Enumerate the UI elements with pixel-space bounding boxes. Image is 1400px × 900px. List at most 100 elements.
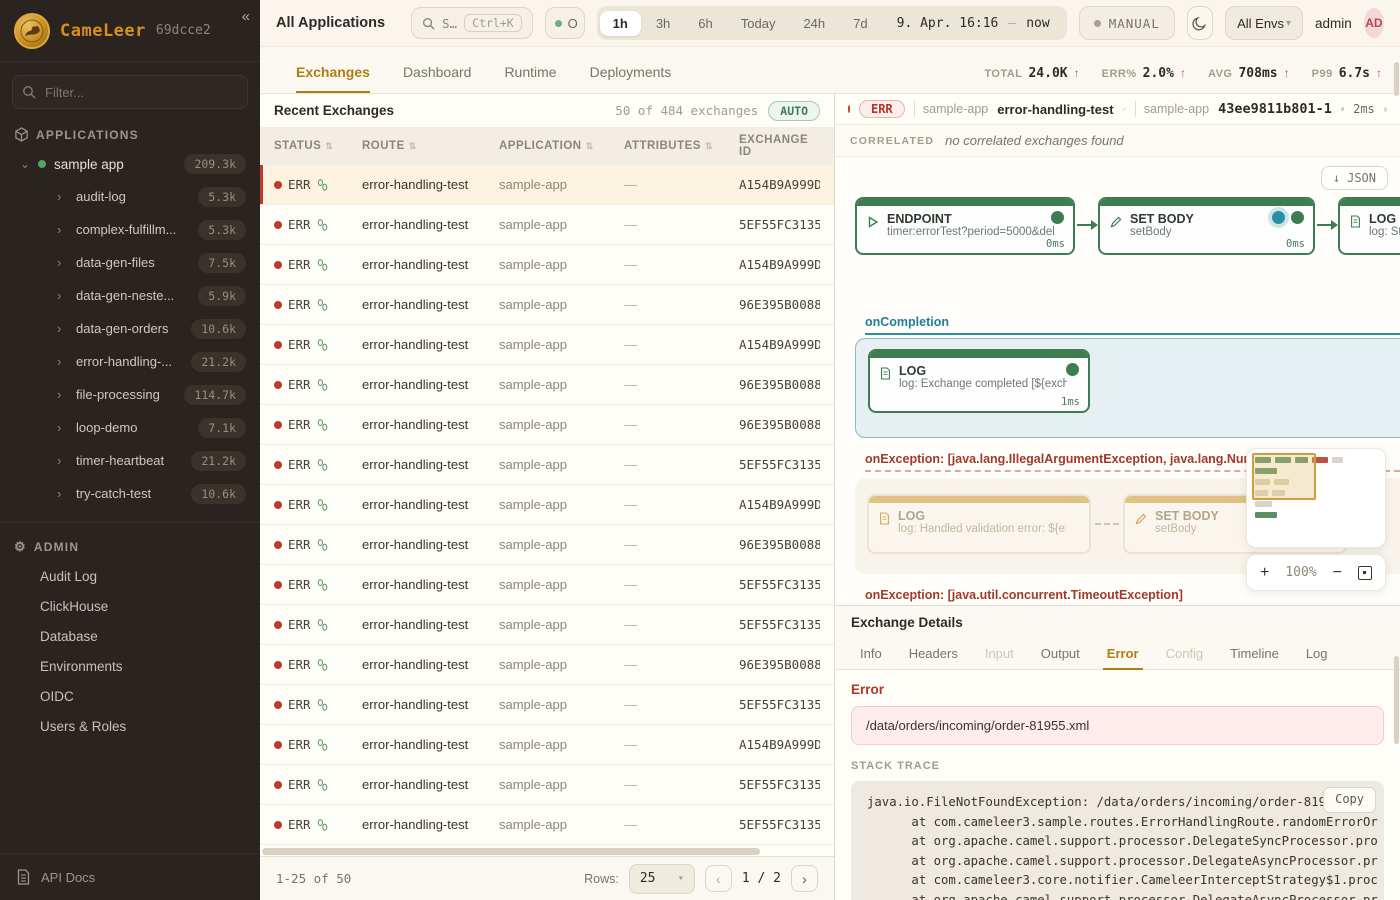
table-row[interactable]: ERR error-handling-test sample-app — A15… xyxy=(260,725,834,765)
admin-nav-item[interactable]: ClickHouse xyxy=(40,598,109,614)
manual-refresh-button[interactable]: MANUAL xyxy=(1078,6,1175,40)
sidebar-route-item[interactable]: › audit-log 5.3k xyxy=(0,180,260,213)
chevron-right-icon[interactable]: › xyxy=(57,387,62,402)
sort-icon[interactable]: ⇅ xyxy=(325,140,334,151)
sidebar-route-item[interactable]: › try-catch-test 10.6k xyxy=(0,477,260,510)
table-row[interactable]: ERR error-handling-test sample-app — 96E… xyxy=(260,525,834,565)
sidebar-route-item[interactable]: › file-processing 114.7k xyxy=(0,378,260,411)
time-range-button[interactable]: 24h xyxy=(803,15,826,31)
table-row[interactable]: ERR error-handling-test sample-app — 5EF… xyxy=(260,445,834,485)
detail-tab[interactable]: Error xyxy=(1102,637,1143,670)
detail-tab[interactable]: Log xyxy=(1305,645,1328,661)
detail-tab[interactable]: Timeline xyxy=(1230,645,1279,661)
sidebar-app-sample-app[interactable]: ⌄ sample app 209.3k xyxy=(0,148,260,180)
chevron-right-icon[interactable]: › xyxy=(57,255,62,270)
sidebar-route-item[interactable]: › loop-demo 7.1k xyxy=(0,411,260,444)
detail-tab[interactable]: Headers xyxy=(908,645,958,661)
main-tab[interactable]: Runtime xyxy=(504,64,557,80)
column-status[interactable]: STATUS ⇅ xyxy=(274,140,334,152)
exception-log-node[interactable]: LOG log: Handled validation error: ${exc… xyxy=(867,494,1091,554)
auto-refresh-badge[interactable]: AUTO xyxy=(768,100,820,121)
table-row[interactable]: ERR error-handling-test sample-app — 96E… xyxy=(260,645,834,685)
admin-nav-item[interactable]: OIDC xyxy=(40,688,74,704)
avatar[interactable]: AD xyxy=(1363,8,1384,38)
completion-log-node[interactable]: LOG log: Exchange completed [${exchan 1m… xyxy=(868,349,1090,413)
sidebar-route-item[interactable]: › data-gen-orders 10.6k xyxy=(0,312,260,345)
table-row[interactable]: ERR error-handling-test sample-app — 96E… xyxy=(260,365,834,405)
chevron-right-icon[interactable]: › xyxy=(57,354,62,369)
chevron-right-icon[interactable]: › xyxy=(57,189,62,204)
next-page-button[interactable]: › xyxy=(791,865,818,892)
admin-nav-item[interactable]: Users & Roles xyxy=(40,718,127,734)
time-range-button[interactable]: 3h xyxy=(655,15,671,31)
copy-icon[interactable] xyxy=(1340,102,1345,116)
table-row[interactable]: ERR error-handling-test sample-app — 5EF… xyxy=(260,685,834,725)
zoom-out-button[interactable]: − xyxy=(1332,563,1342,581)
time-range-button[interactable]: 1h xyxy=(599,10,641,36)
chevron-right-icon[interactable]: › xyxy=(57,420,62,435)
sort-icon[interactable]: ⇅ xyxy=(408,140,417,151)
endpoint-node[interactable]: ENDPOINT timer:errorTest?period=5000&del… xyxy=(855,197,1075,255)
chevron-right-icon[interactable]: › xyxy=(57,486,62,501)
detail-tab[interactable]: Info xyxy=(860,645,882,661)
detail-tab[interactable]: Config xyxy=(1165,645,1204,661)
chevron-right-icon[interactable]: › xyxy=(57,288,62,303)
time-range-button[interactable]: 7d xyxy=(853,15,868,31)
column-attributes[interactable]: ATTRIBUTES ⇅ xyxy=(624,140,714,152)
column-application[interactable]: APPLICATION ⇅ xyxy=(499,140,594,152)
set-body-node[interactable]: SET BODY setBody 0ms xyxy=(1098,197,1315,255)
sort-icon[interactable]: ⇅ xyxy=(585,140,594,151)
log-node[interactable]: LOG log: Sta xyxy=(1338,197,1400,255)
route-link-icon[interactable] xyxy=(1122,103,1126,115)
prev-page-button[interactable]: ‹ xyxy=(704,865,732,892)
detail-tab[interactable]: Output xyxy=(1040,645,1080,661)
table-row[interactable]: ERR error-handling-test sample-app — A15… xyxy=(260,245,834,285)
sidebar-route-item[interactable]: › data-gen-neste... 5.9k xyxy=(0,279,260,312)
main-tab[interactable]: Dashboard xyxy=(402,64,472,80)
table-row[interactable]: ERR error-handling-test sample-app — 5EF… xyxy=(260,565,834,605)
filter-input[interactable] xyxy=(12,75,248,109)
table-row[interactable]: ERR error-handling-test sample-app — 5EF… xyxy=(260,805,834,845)
chevron-right-icon[interactable]: › xyxy=(57,453,62,468)
admin-nav-item[interactable]: Audit Log xyxy=(40,568,98,584)
table-row[interactable]: ERR error-handling-test sample-app — 5EF… xyxy=(260,205,834,245)
chevron-right-icon[interactable]: › xyxy=(57,222,62,237)
sidebar-collapse-icon[interactable]: « xyxy=(241,8,250,25)
table-row[interactable]: ERR error-handling-test sample-app — A15… xyxy=(260,325,834,365)
table-row[interactable]: ERR error-handling-test sample-app — 96E… xyxy=(260,285,834,325)
stack-trace-box[interactable]: java.io.FileNotFoundException: /data/ord… xyxy=(851,781,1384,900)
date-range-display[interactable]: 9. Apr. 16:16 – now xyxy=(883,16,1064,31)
sidebar-route-item[interactable]: › error-handling-... 21.2k xyxy=(0,345,260,378)
rows-per-page-select[interactable]: 25 ▾ xyxy=(628,863,695,894)
live-status-button[interactable]: O xyxy=(544,7,585,39)
table-row[interactable]: ERR error-handling-test sample-app — A15… xyxy=(260,485,834,525)
admin-nav-item[interactable]: Environments xyxy=(40,658,123,674)
table-row[interactable]: ERR error-handling-test sample-app — 5EF… xyxy=(260,605,834,645)
download-json-button[interactable]: ↓ JSON xyxy=(1320,166,1388,190)
copy-button[interactable]: Copy xyxy=(1323,787,1376,813)
time-range-button[interactable]: 6h xyxy=(698,15,713,31)
chevron-right-icon[interactable]: › xyxy=(57,321,62,336)
route-diagram[interactable]: ↓ JSON ENDPOINT timer:errorTest?period=5… xyxy=(835,157,1400,605)
minimap-viewport[interactable] xyxy=(1252,453,1316,500)
dark-mode-toggle[interactable] xyxy=(1186,6,1214,40)
table-row[interactable]: ERR error-handling-test sample-app — A15… xyxy=(260,165,834,205)
chevron-down-icon[interactable]: ⌄ xyxy=(20,157,31,171)
global-search-button[interactable]: S… Ctrl+K xyxy=(411,7,533,39)
api-docs-link[interactable]: API Docs xyxy=(0,853,260,900)
main-tab[interactable]: Exchanges xyxy=(296,64,370,93)
vertical-scrollbar-thumb[interactable] xyxy=(1394,62,1399,96)
sort-icon[interactable]: ⇅ xyxy=(704,140,714,151)
column-route[interactable]: ROUTE ⇅ xyxy=(362,140,417,152)
column-exchange-id[interactable]: EXCHANGE ID xyxy=(739,134,809,158)
detail-route-name[interactable]: error-handling-test xyxy=(997,101,1114,117)
sidebar-route-item[interactable]: › complex-fulfillm... 5.3k xyxy=(0,213,260,246)
diagram-minimap[interactable] xyxy=(1246,448,1386,548)
sidebar-route-item[interactable]: › data-gen-files 7.5k xyxy=(0,246,260,279)
zoom-in-button[interactable]: + xyxy=(1260,563,1270,581)
table-row[interactable]: ERR error-handling-test sample-app — 96E… xyxy=(260,405,834,445)
environment-select[interactable]: All Envs ▾ xyxy=(1225,6,1303,40)
admin-nav-item[interactable]: Database xyxy=(40,628,98,644)
detail-tab[interactable]: Input xyxy=(984,645,1014,661)
time-range-button[interactable]: Today xyxy=(740,15,776,31)
